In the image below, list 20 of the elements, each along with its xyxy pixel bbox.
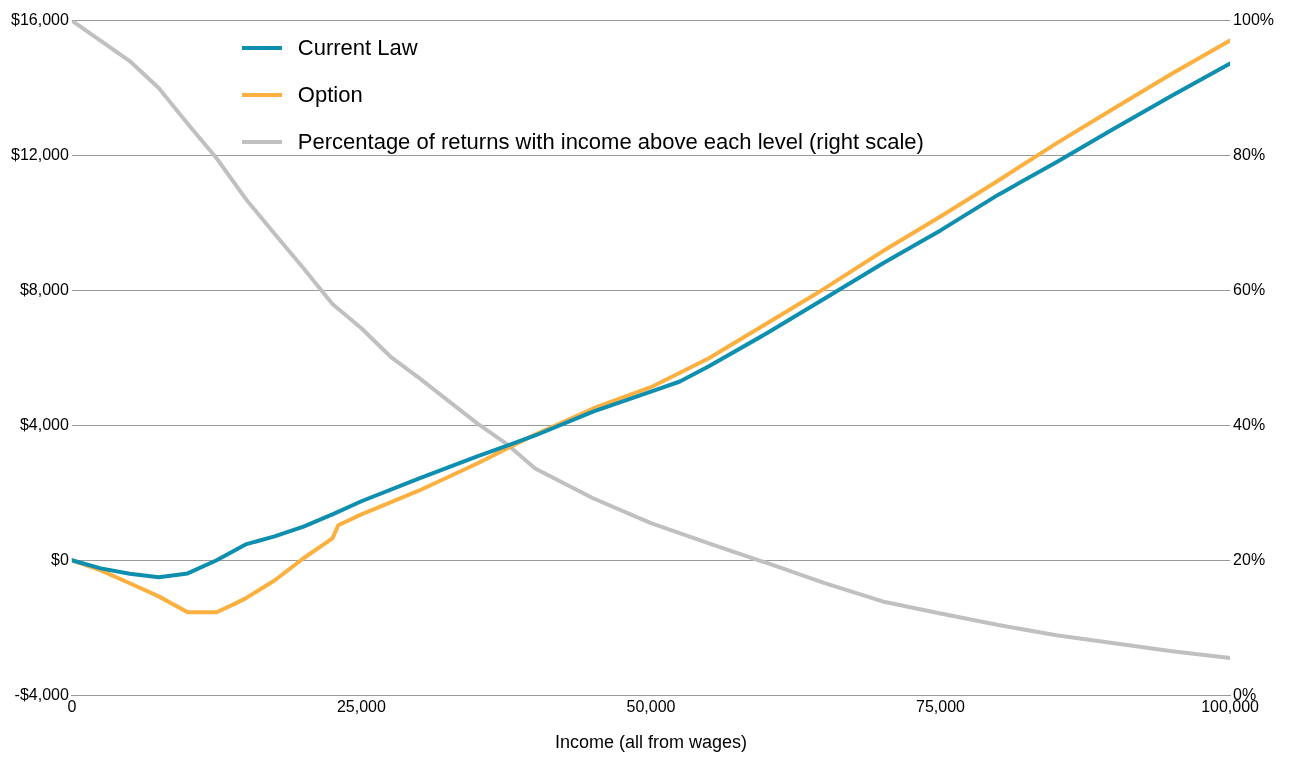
y-tick-label: -$4,000 (14, 685, 69, 703)
y2-tick-label: 60% (1233, 280, 1266, 298)
y2-tick-label: 100% (1233, 11, 1274, 29)
x-tick-label: 100,000 (1201, 698, 1260, 716)
legend-label: Current Law (297, 35, 418, 62)
y-tick-label: $16,000 (10, 11, 69, 29)
x-tick-label: 50,000 (626, 698, 676, 716)
x-tick-label: 0 (67, 698, 77, 716)
y2-tick-label: 20% (1233, 550, 1266, 568)
x-tick-label: 25,000 (336, 698, 386, 716)
legend-label: Option (297, 82, 363, 109)
y-tick-label: $4,000 (19, 415, 69, 433)
x-tick-label: 75,000 (916, 698, 966, 716)
y-tick-label: $8,000 (19, 280, 69, 298)
y-tick-label: $12,000 (10, 145, 69, 163)
x-axis-title: Income (all from wages) (554, 732, 747, 753)
y-tick-label: $0 (51, 550, 69, 568)
y2-tick-label: 40% (1233, 415, 1266, 433)
legend-label: Percentage of returns with income above each level (right scale) (297, 129, 924, 156)
y2-tick-label: 80% (1233, 145, 1266, 163)
